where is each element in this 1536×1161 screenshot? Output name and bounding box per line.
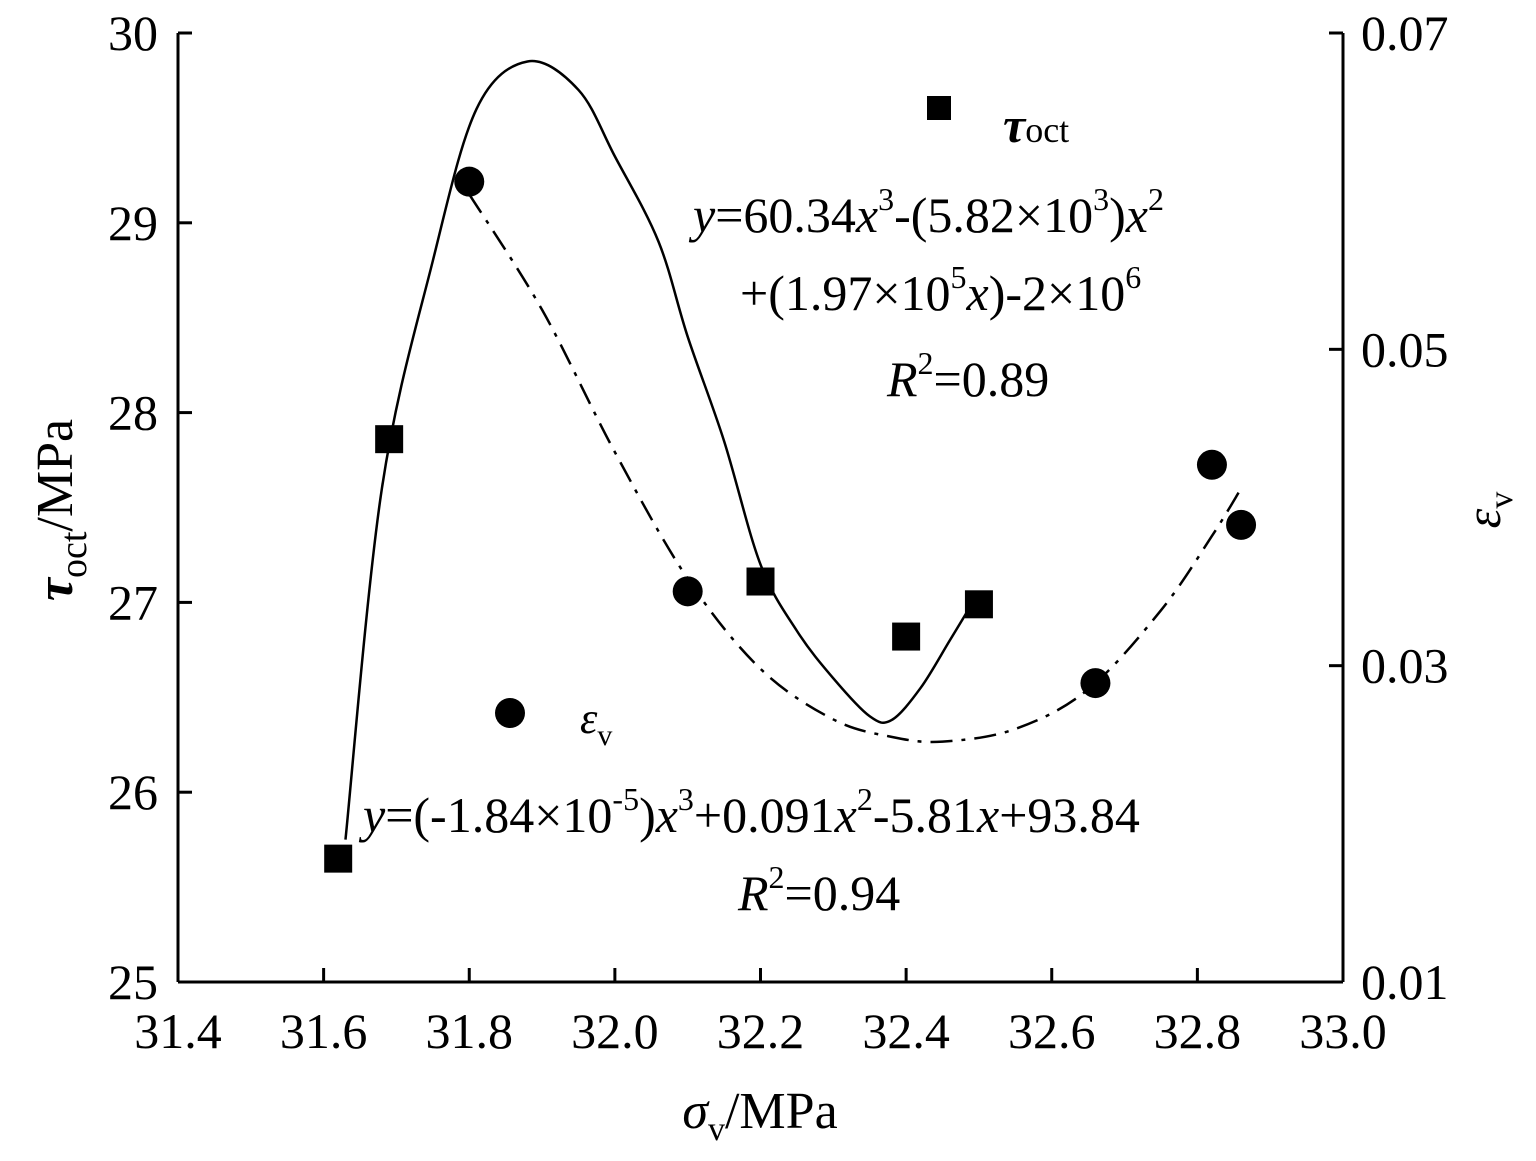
x-tick-label: 33.0 xyxy=(1299,1003,1387,1059)
x-tick-label: 32.0 xyxy=(571,1003,659,1059)
legend-circle-marker xyxy=(495,698,525,728)
fit-curves xyxy=(344,59,1243,840)
x-ticks: 31.4 31.6 31.8 32.0 32.2 32.4 32.6 32.8 33.0 xyxy=(134,968,1387,1059)
y-left-ticks: 25 26 27 28 29 30 xyxy=(108,5,192,1010)
y-right-tick-label: 0.05 xyxy=(1361,321,1449,377)
eps-v-point xyxy=(1196,449,1227,480)
x-tick-label: 32.4 xyxy=(862,1003,950,1059)
tau-oct-point xyxy=(892,622,921,651)
eps-v-point xyxy=(454,166,485,197)
eps-v-point xyxy=(1226,509,1257,540)
y-left-tick-label: 30 xyxy=(108,5,158,61)
y-left-tick-label: 27 xyxy=(108,574,158,630)
eps-v-fit-line xyxy=(468,193,1243,744)
eps-v-point xyxy=(672,576,703,607)
legend: τoct εv xyxy=(495,96,1069,752)
tau-fit-r2: R2=0.89 xyxy=(886,345,1049,407)
legend-label-tau-oct: τoct xyxy=(1003,97,1069,153)
x-tick-label: 32.2 xyxy=(717,1003,805,1059)
tau-oct-point xyxy=(964,590,993,619)
y-right-axis-label: εv xyxy=(1455,492,1520,529)
legend-label-eps-v: εv xyxy=(580,694,612,752)
x-tick-label: 31.6 xyxy=(280,1003,368,1059)
y-right-tick-label: 0.03 xyxy=(1361,638,1449,694)
y-right-ticks: 0.01 0.03 0.05 0.07 xyxy=(1329,5,1449,1010)
y-left-tick-label: 26 xyxy=(108,764,158,820)
legend-square-marker xyxy=(927,96,951,120)
tau-oct-fit-line xyxy=(344,59,973,840)
tau-oct-point xyxy=(324,844,353,873)
eps-v-point xyxy=(1080,668,1111,699)
data-markers xyxy=(324,166,1257,873)
y-right-tick-label: 0.07 xyxy=(1361,5,1449,61)
tau-oct-point xyxy=(375,425,404,454)
y-left-tick-label: 28 xyxy=(108,385,158,441)
x-axis-label: σv/MPa xyxy=(682,1083,837,1148)
y-right-tick-label: 0.01 xyxy=(1361,954,1449,1010)
eps-fit-equation: y=(-1.84×10-5)x3+0.091x2-5.81x+93.84 xyxy=(358,781,1140,843)
tau-oct-point xyxy=(746,567,775,596)
x-tick-label: 31.8 xyxy=(426,1003,514,1059)
x-tick-label: 32.6 xyxy=(1008,1003,1096,1059)
y-left-tick-label: 25 xyxy=(108,954,158,1010)
tau-fit-equation-line1: y=60.34x3-(5.82×103)x2 xyxy=(688,181,1164,243)
y-left-axis-label: τoct/MPa xyxy=(27,419,95,601)
x-tick-label: 31.4 xyxy=(134,1003,222,1059)
y-left-tick-label: 29 xyxy=(108,195,158,251)
tau-fit-equation-line2: +(1.97×105x)-2×106 xyxy=(740,259,1141,321)
x-tick-label: 32.8 xyxy=(1154,1003,1242,1059)
eps-fit-r2: R2=0.94 xyxy=(737,859,900,921)
